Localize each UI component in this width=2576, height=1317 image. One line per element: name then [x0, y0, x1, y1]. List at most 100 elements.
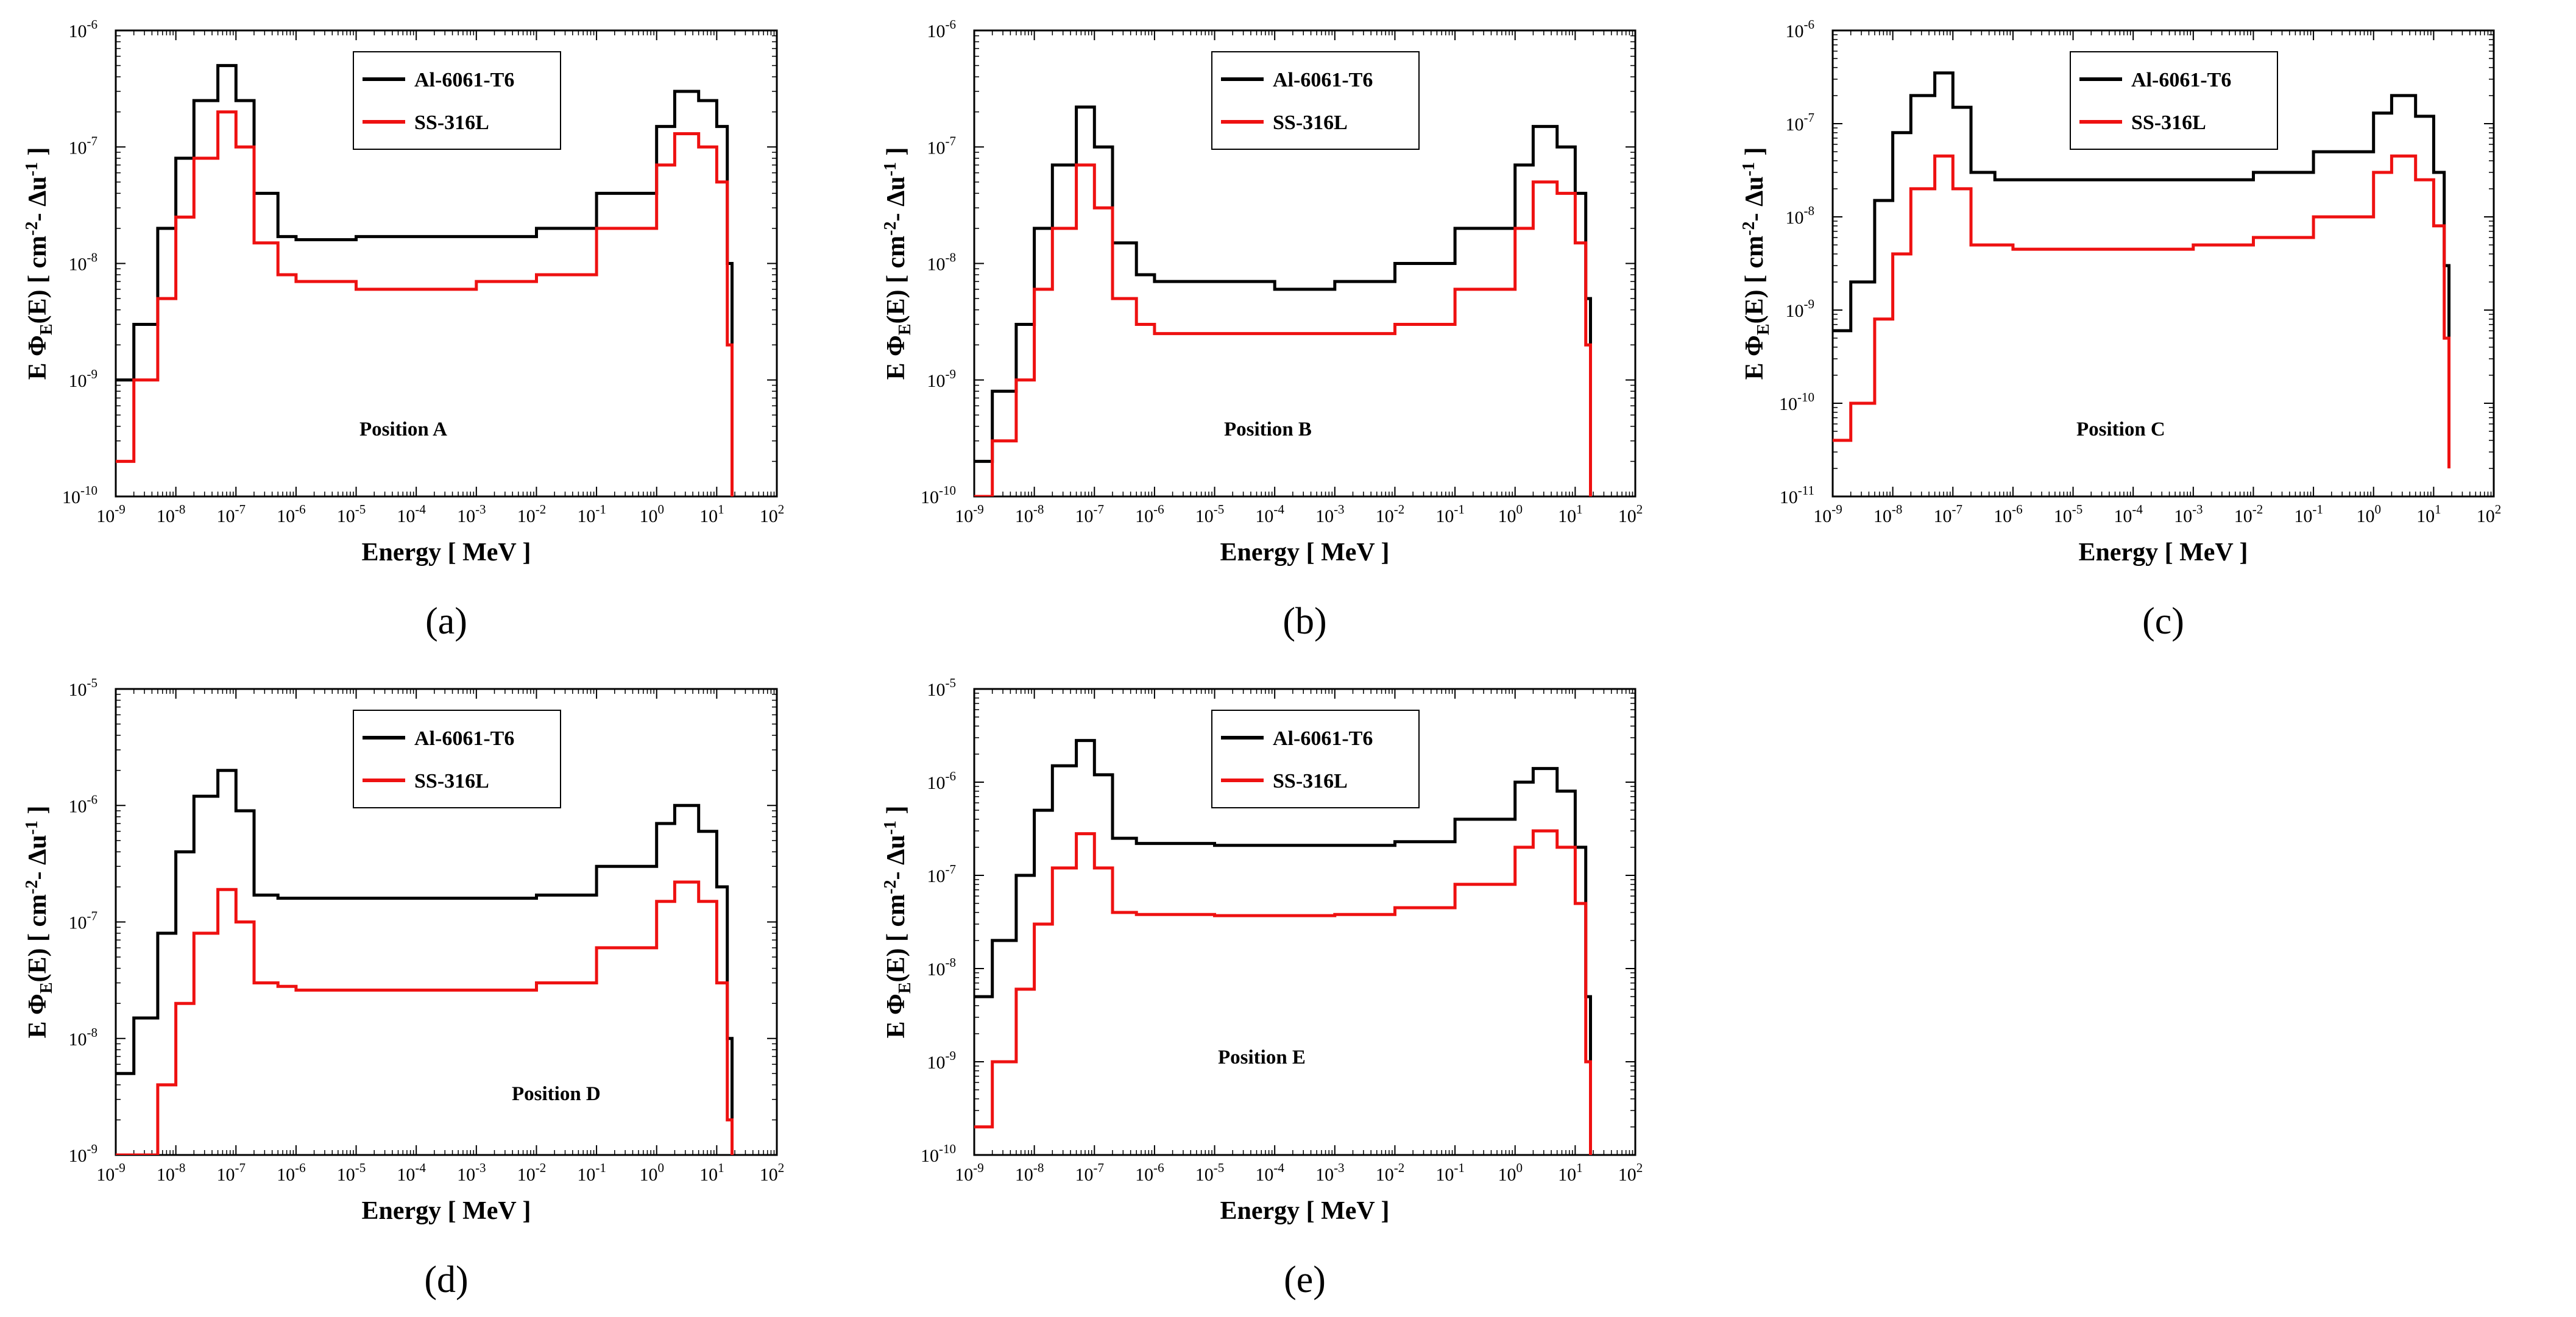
y-tick-label: 10-6 — [927, 17, 957, 41]
x-axis-label: Energy [ MeV ] — [2079, 538, 2248, 567]
legend-label: SS-316L — [414, 770, 489, 793]
x-tick-label: 10-3 — [457, 1160, 486, 1185]
x-tick-label: 10-5 — [337, 1160, 366, 1185]
x-tick-label: 10-6 — [277, 502, 306, 526]
chart-panel-a: 10-9 10-8 10-7 10-6 10-5 10-4 10-3 10-2 10-1 100 1… — [0, 0, 858, 658]
x-tick-label: 10-3 — [1315, 1160, 1345, 1185]
legend-label: SS-316L — [1273, 111, 1348, 134]
legend-label: Al-6061-T6 — [414, 727, 514, 750]
x-tick-label: 10-9 — [955, 502, 984, 526]
x-tick-label: 10-9 — [96, 502, 126, 526]
y-tick-label: 10-8 — [69, 250, 98, 275]
series-line-ss-316l — [116, 110, 734, 496]
legend-label: SS-316L — [1273, 770, 1348, 793]
legend-label: SS-316L — [414, 111, 489, 134]
x-tick-label: 10-5 — [1195, 502, 1225, 526]
x-tick-label: 10-7 — [1934, 502, 1963, 526]
x-tick-label: 10-4 — [2114, 502, 2143, 526]
x-tick-label: 102 — [760, 502, 785, 526]
legend-box — [2070, 51, 2278, 150]
y-tick-label: 10-6 — [69, 17, 98, 41]
panel-caption: (c) — [2142, 601, 2184, 642]
x-tick-label: 101 — [1558, 502, 1583, 526]
x-tick-label: 102 — [760, 1160, 785, 1185]
x-tick-label: 10-1 — [1435, 1160, 1465, 1185]
x-tick-label: 10-5 — [2054, 502, 2083, 526]
x-tick-label: 100 — [639, 502, 664, 526]
x-tick-label: 10-3 — [1315, 502, 1345, 526]
position-annotation: Position B — [1224, 418, 1312, 440]
x-tick-label: 10-1 — [577, 1160, 606, 1185]
x-tick-label: 10-1 — [1435, 502, 1465, 526]
series-line-ss-316l — [974, 163, 1592, 496]
y-axis-label: E ΦE(E) [ cm-2- Δu-1 ] — [23, 147, 56, 380]
legend: Al-6061-T6 SS-316L — [2070, 51, 2278, 150]
x-tick-label: 101 — [1558, 1160, 1583, 1185]
panel-caption: (e) — [1284, 1259, 1326, 1301]
panel-caption: (a) — [425, 601, 467, 642]
series-line-al-6061-t6 — [116, 769, 734, 1155]
y-tick-label: 10-5 — [69, 676, 98, 700]
series-line-ss-316l — [974, 829, 1592, 1155]
y-tick-label: 10-8 — [927, 250, 957, 275]
chart-panel-d: 10-9 10-8 10-7 10-6 10-5 10-4 10-3 10-2 10-1 100 1… — [0, 658, 858, 1317]
y-tick-label: 10-6 — [1786, 17, 1815, 41]
y-tick-label: 10-7 — [1786, 110, 1815, 135]
x-tick-label: 10-5 — [337, 502, 366, 526]
series-line-al-6061-t6 — [974, 105, 1592, 463]
x-tick-label: 101 — [699, 502, 724, 526]
series-line-al-6061-t6 — [1833, 71, 2450, 359]
y-axis-label: E ΦE(E) [ cm-2- Δu-1 ] — [1739, 147, 1773, 380]
chart-b: 10-9 10-8 10-7 10-6 10-5 10-4 10-3 10-2 10-1 100 1… — [881, 17, 1643, 642]
y-axis-label: E ΦE(E) [ cm-2- Δu-1 ] — [881, 147, 915, 380]
y-axis-label: E ΦE(E) [ cm-2- Δu-1 ] — [23, 806, 56, 1039]
y-tick-label: 10-10 — [62, 483, 97, 507]
y-tick-label: 10-7 — [69, 133, 98, 158]
y-tick-label: 10-9 — [69, 367, 98, 391]
x-tick-label: 10-6 — [277, 1160, 306, 1185]
x-tick-label: 10-5 — [1195, 1160, 1225, 1185]
x-tick-label: 10-2 — [1376, 502, 1405, 526]
plot-frame — [973, 688, 1637, 1156]
position-annotation: Position C — [2076, 418, 2165, 440]
y-tick-label: 10-7 — [927, 133, 957, 158]
x-tick-label: 10-8 — [157, 1160, 186, 1185]
legend-label: Al-6061-T6 — [414, 69, 514, 91]
x-tick-label: 102 — [2477, 502, 2502, 526]
x-tick-label: 10-1 — [577, 502, 606, 526]
x-axis-label: Energy [ MeV ] — [1220, 1197, 1390, 1225]
chart-e: 10-9 10-8 10-7 10-6 10-5 10-4 10-3 10-2 10-1 100 1… — [881, 676, 1643, 1301]
x-tick-label: 10-8 — [1015, 1160, 1044, 1185]
y-tick-label: 10-9 — [927, 1048, 957, 1073]
legend-box — [1211, 710, 1420, 808]
y-tick-label: 10-10 — [921, 1142, 956, 1166]
x-tick-label: 10-7 — [217, 1160, 246, 1185]
x-axis-label: Energy [ MeV ] — [362, 538, 531, 567]
y-tick-label: 10-8 — [927, 955, 957, 980]
legend-label: Al-6061-T6 — [1273, 69, 1373, 91]
x-tick-label: 10-4 — [397, 502, 426, 526]
legend: Al-6061-T6 SS-316L — [1211, 51, 1420, 150]
chart-a: 10-9 10-8 10-7 10-6 10-5 10-4 10-3 10-2 10-1 100 1… — [23, 17, 785, 642]
panel-caption: (b) — [1283, 601, 1326, 642]
panel-caption: (d) — [424, 1259, 468, 1301]
x-tick-label: 10-3 — [457, 502, 486, 526]
x-tick-label: 102 — [1618, 502, 1643, 526]
x-tick-label: 10-9 — [96, 1160, 126, 1185]
x-tick-label: 10-1 — [2294, 502, 2323, 526]
y-tick-label: 10-6 — [69, 792, 98, 816]
position-annotation: Position A — [359, 418, 447, 440]
y-tick-label: 10-11 — [1780, 483, 1814, 507]
x-tick-label: 10-2 — [2234, 502, 2263, 526]
chart-d: 10-9 10-8 10-7 10-6 10-5 10-4 10-3 10-2 10-1 100 1… — [23, 676, 785, 1301]
y-tick-label: 10-9 — [69, 1142, 98, 1166]
legend-label: Al-6061-T6 — [1273, 727, 1373, 750]
y-tick-label: 10-7 — [69, 909, 98, 933]
chart-panel-c: 10-9 10-8 10-7 10-6 10-5 10-4 10-3 10-2 10-1 100 1… — [1717, 0, 2575, 658]
y-axis-label: E ΦE(E) [ cm-2- Δu-1 ] — [881, 806, 915, 1039]
y-tick-label: 10-10 — [1779, 390, 1814, 414]
x-tick-label: 10-6 — [1135, 1160, 1164, 1185]
series-line-ss-316l — [1833, 154, 2450, 468]
chart-panel-e: 10-9 10-8 10-7 10-6 10-5 10-4 10-3 10-2 10-1 100 1… — [858, 658, 1717, 1317]
x-tick-label: 10-7 — [1075, 502, 1105, 526]
